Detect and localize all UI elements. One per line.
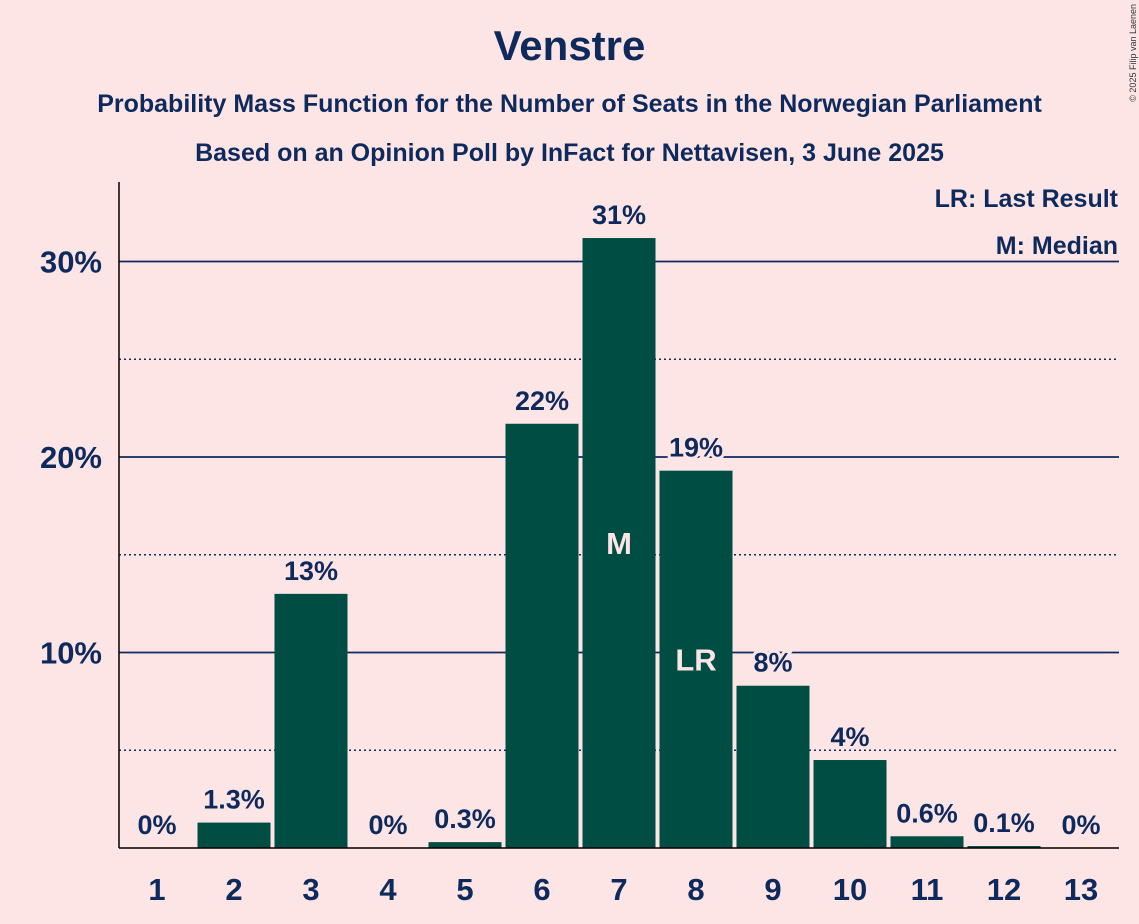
bars <box>197 238 1041 849</box>
bar <box>197 822 271 848</box>
x-tick-label: 1 <box>148 872 165 907</box>
data-label: 0% <box>1061 810 1100 840</box>
bar <box>890 836 964 848</box>
data-label: 0.3% <box>434 804 496 834</box>
bar <box>967 846 1041 848</box>
bar <box>813 760 887 848</box>
x-tick-label: 9 <box>764 872 781 907</box>
bar <box>736 685 810 848</box>
x-tick-label: 6 <box>533 872 550 907</box>
x-tick-label: 4 <box>379 872 397 907</box>
data-label: 1.3% <box>203 785 265 815</box>
x-tick-label: 8 <box>687 872 704 907</box>
x-tick-label: 5 <box>456 872 473 907</box>
x-tick-label: 7 <box>610 872 627 907</box>
legend-median: M: Median <box>995 232 1118 260</box>
data-label: 8% <box>753 648 792 678</box>
legend-last-result: LR: Last Result <box>934 185 1118 213</box>
data-label: 4% <box>830 722 869 752</box>
y-tick-label: 20% <box>40 440 102 475</box>
bar <box>505 423 579 848</box>
bar <box>582 238 656 849</box>
data-label: 13% <box>284 556 338 586</box>
bar-marker-m: M <box>606 526 632 561</box>
x-tick-label: 10 <box>833 872 867 907</box>
bar <box>274 593 348 848</box>
y-tick-label: 10% <box>40 636 102 671</box>
data-label: 0.6% <box>896 798 958 828</box>
x-tick-label: 11 <box>911 872 944 907</box>
x-tick-label: 2 <box>225 872 242 907</box>
data-label: 0% <box>137 810 176 840</box>
chart-title: Venstre <box>493 22 646 69</box>
data-label: 22% <box>515 386 569 416</box>
data-label: 0.1% <box>973 808 1035 838</box>
bar <box>659 470 733 848</box>
y-tick-label: 30% <box>40 245 102 280</box>
data-label: 19% <box>669 433 723 463</box>
x-tick-label: 13 <box>1064 872 1098 907</box>
data-labels: 0% 1.3% 13% 0% 0.3% 22% 31% M 19% LR 8% 4% 0.6% 0.1% 0… <box>134 197 1103 843</box>
data-label: 31% <box>592 200 646 230</box>
chart-source-line: Based on an Opinion Poll by InFact for N… <box>195 139 944 167</box>
bar <box>428 842 502 848</box>
bar-marker-lr: LR <box>675 642 716 677</box>
x-tick-label: 12 <box>987 872 1021 907</box>
x-tick-label: 3 <box>302 872 319 907</box>
axes: 10%20%30%1 2 3 4 5 6 7 8 9 10 11 12 13 <box>40 182 1119 907</box>
data-label: 0% <box>368 810 407 840</box>
chart-subtitle: Probability Mass Function for the Number… <box>97 90 1042 118</box>
